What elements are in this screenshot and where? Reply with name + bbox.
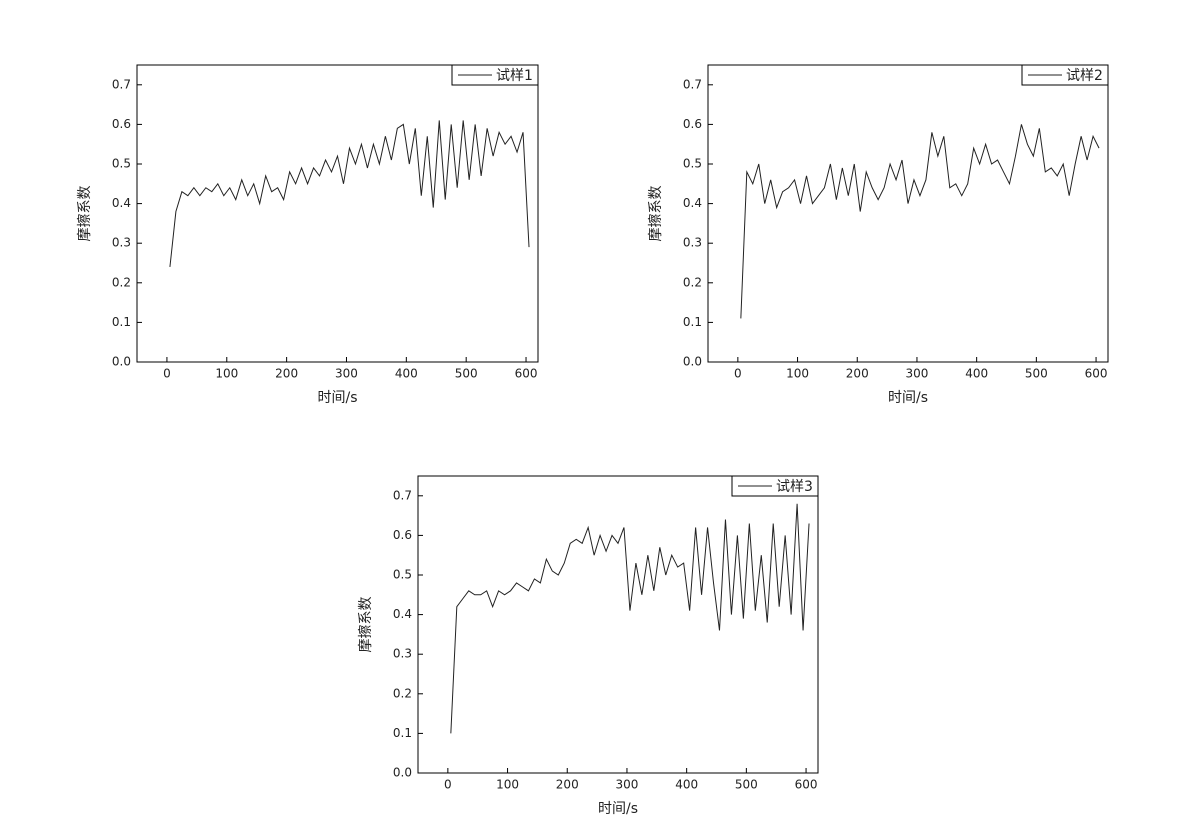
y-tick-label: 0.6 xyxy=(393,528,412,542)
y-axis-label: 摩擦系数 xyxy=(357,597,374,653)
legend-label: 试样1 xyxy=(496,68,533,84)
legend-box xyxy=(731,475,819,497)
x-tick-label: 500 xyxy=(455,367,478,381)
y-tick-label: 0.4 xyxy=(393,607,412,621)
y-tick-label: 0.6 xyxy=(683,117,702,131)
x-tick-label: 200 xyxy=(556,778,579,792)
data-line xyxy=(169,120,530,268)
x-tick-label: 500 xyxy=(735,778,758,792)
legend-label: 试样3 xyxy=(776,479,813,495)
x-tick-label: 300 xyxy=(616,778,639,792)
x-tick-label: 100 xyxy=(215,367,238,381)
y-tick-label: 0.7 xyxy=(683,77,702,91)
x-tick-label: 0 xyxy=(734,367,742,381)
y-tick-label: 0.1 xyxy=(393,726,412,740)
x-tick-label: 400 xyxy=(395,367,418,381)
data-line xyxy=(740,124,1100,319)
y-tick-label: 0.1 xyxy=(112,315,131,329)
x-tick-label: 600 xyxy=(795,778,818,792)
legend-box xyxy=(451,64,539,86)
y-tick-label: 0.4 xyxy=(683,196,702,210)
y-tick-label: 0.6 xyxy=(112,117,131,131)
legend-box xyxy=(1021,64,1109,86)
plot-frame xyxy=(707,64,1109,363)
y-tick-label: 0.0 xyxy=(112,355,131,369)
x-tick-label: 300 xyxy=(335,367,358,381)
y-tick-label: 0.3 xyxy=(683,236,702,250)
y-axis-label: 摩擦系数 xyxy=(76,186,93,242)
y-tick-label: 0.7 xyxy=(112,77,131,91)
y-tick-label: 0.7 xyxy=(393,488,412,502)
y-tick-label: 0.5 xyxy=(393,568,412,582)
x-tick-label: 500 xyxy=(1025,367,1048,381)
x-tick-label: 400 xyxy=(675,778,698,792)
y-tick-label: 0.5 xyxy=(112,157,131,171)
x-tick-label: 0 xyxy=(163,367,171,381)
x-tick-label: 100 xyxy=(786,367,809,381)
y-tick-label: 0.0 xyxy=(683,355,702,369)
x-tick-label: 0 xyxy=(444,778,452,792)
x-tick-label: 200 xyxy=(275,367,298,381)
data-line xyxy=(450,503,810,734)
y-axis-label: 摩擦系数 xyxy=(647,186,664,242)
x-tick-label: 400 xyxy=(965,367,988,381)
x-tick-label: 600 xyxy=(1085,367,1108,381)
y-tick-label: 0.1 xyxy=(683,315,702,329)
y-tick-label: 0.3 xyxy=(112,236,131,250)
y-tick-label: 0.0 xyxy=(393,766,412,780)
x-tick-label: 100 xyxy=(496,778,519,792)
x-axis-label: 时间/s xyxy=(888,390,928,406)
x-tick-label: 600 xyxy=(515,367,538,381)
x-axis-label: 时间/s xyxy=(598,801,638,817)
x-axis-label: 时间/s xyxy=(317,390,357,406)
y-tick-label: 0.2 xyxy=(683,275,702,289)
y-tick-label: 0.4 xyxy=(112,196,131,210)
x-tick-label: 200 xyxy=(846,367,869,381)
legend-label: 试样2 xyxy=(1066,68,1103,84)
plot-frame xyxy=(136,64,539,363)
y-tick-label: 0.3 xyxy=(393,647,412,661)
y-tick-label: 0.2 xyxy=(393,686,412,700)
plot-frame xyxy=(417,475,819,774)
y-tick-label: 0.2 xyxy=(112,275,131,289)
x-tick-label: 300 xyxy=(906,367,929,381)
y-tick-label: 0.5 xyxy=(683,157,702,171)
